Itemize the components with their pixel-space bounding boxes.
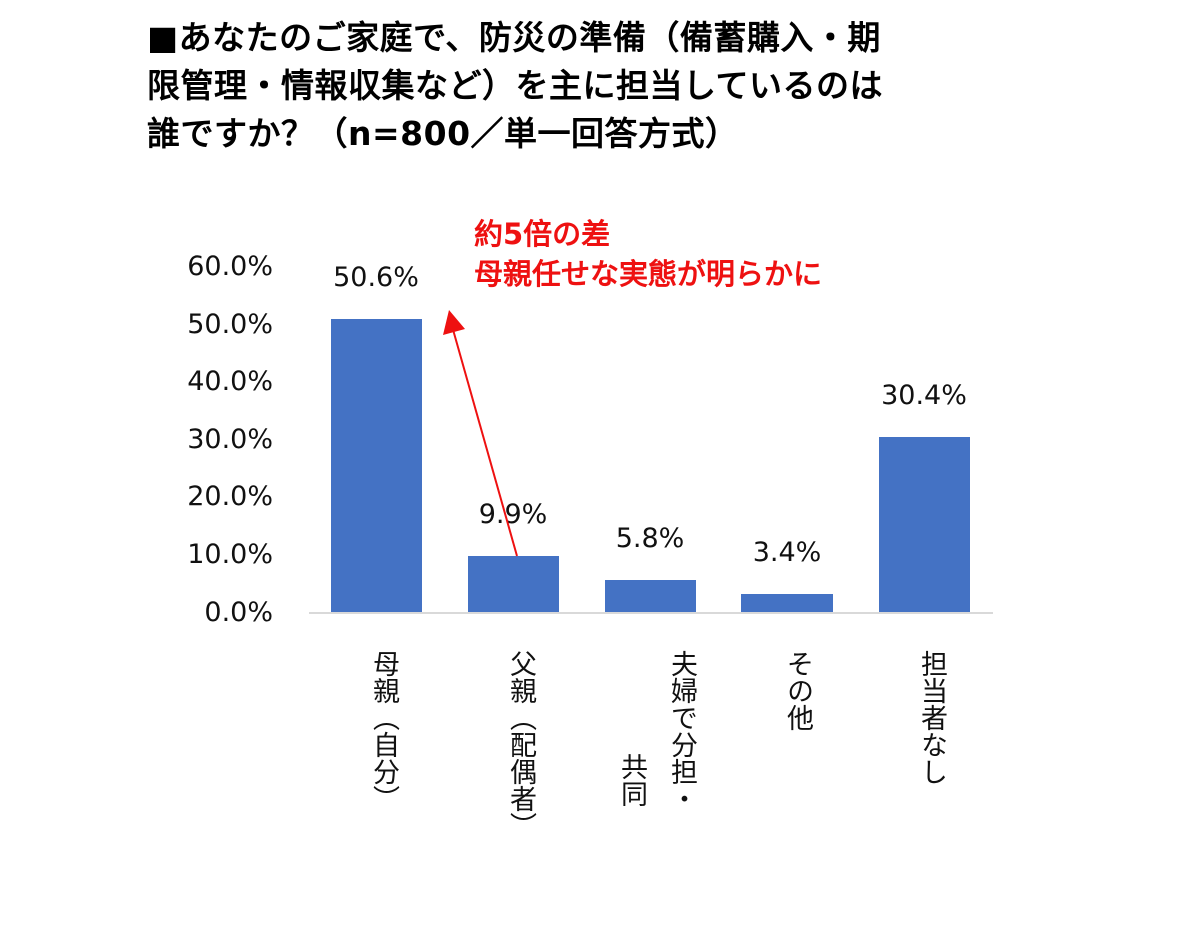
chart-title-line-3: 誰ですか？（n=800／単一回答方式） <box>147 114 739 153</box>
y-tick-30: 30.0% <box>187 424 273 455</box>
data-label-father: 9.9% <box>478 499 548 530</box>
x-label-couple-shared-col2: 共同 <box>616 753 647 807</box>
bar-father <box>468 556 559 612</box>
x-label-nobody: 担当者なし <box>916 650 947 785</box>
x-label-father: 父親（配偶者） <box>505 650 536 839</box>
x-axis-line <box>309 612 993 614</box>
y-tick-0: 0.0% <box>204 597 273 628</box>
y-tick-50: 50.0% <box>187 309 273 340</box>
x-label-other: その他 <box>782 650 813 731</box>
chart-title-line-1: ■あなたのご家庭で、防災の準備（備蓄購入・期 <box>147 18 881 57</box>
y-tick-10: 10.0% <box>187 539 273 570</box>
bar-nobody <box>879 437 970 612</box>
annotation-line-1: 約5倍の差 <box>474 217 611 251</box>
x-label-couple-shared-col1: 夫婦で分担・ <box>666 650 697 812</box>
chart-title: ■あなたのご家庭で、防災の準備（備蓄購入・期 限管理・情報収集など）を主に担当し… <box>147 14 1027 158</box>
y-tick-40: 40.0% <box>187 366 273 397</box>
data-label-couple-shared: 5.8% <box>615 523 685 554</box>
data-label-nobody: 30.4% <box>881 380 967 411</box>
annotation-line-2: 母親任せな実態が明らかに <box>474 257 823 291</box>
chart-title-line-2: 限管理・情報収集など）を主に担当しているのは <box>147 66 884 105</box>
bar-other <box>741 594 833 612</box>
data-label-other: 3.4% <box>752 537 822 568</box>
data-label-mother: 50.6% <box>333 262 419 293</box>
annotation-callout: 約5倍の差 母親任せな実態が明らかに <box>474 214 822 294</box>
y-tick-60: 60.0% <box>187 251 273 282</box>
y-tick-20: 20.0% <box>187 481 273 512</box>
bar-mother <box>331 319 422 612</box>
x-label-mother: 母親（自分） <box>368 650 399 812</box>
bar-couple-shared <box>605 580 696 612</box>
